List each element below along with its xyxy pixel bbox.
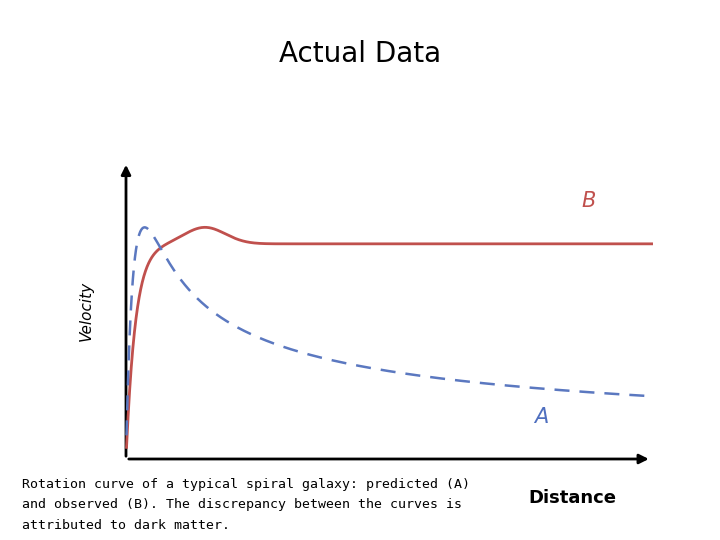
Text: Distance: Distance [528,489,617,507]
Text: and observed (B). The discrepancy between the curves is: and observed (B). The discrepancy betwee… [22,498,462,511]
Text: B: B [581,191,595,211]
Text: A: A [534,407,549,427]
Text: Rotation curve of a typical spiral galaxy: predicted (A): Rotation curve of a typical spiral galax… [22,478,469,491]
Text: Actual Data: Actual Data [279,40,441,68]
Text: Velocity: Velocity [79,280,94,341]
Text: attributed to dark matter.: attributed to dark matter. [22,519,230,532]
